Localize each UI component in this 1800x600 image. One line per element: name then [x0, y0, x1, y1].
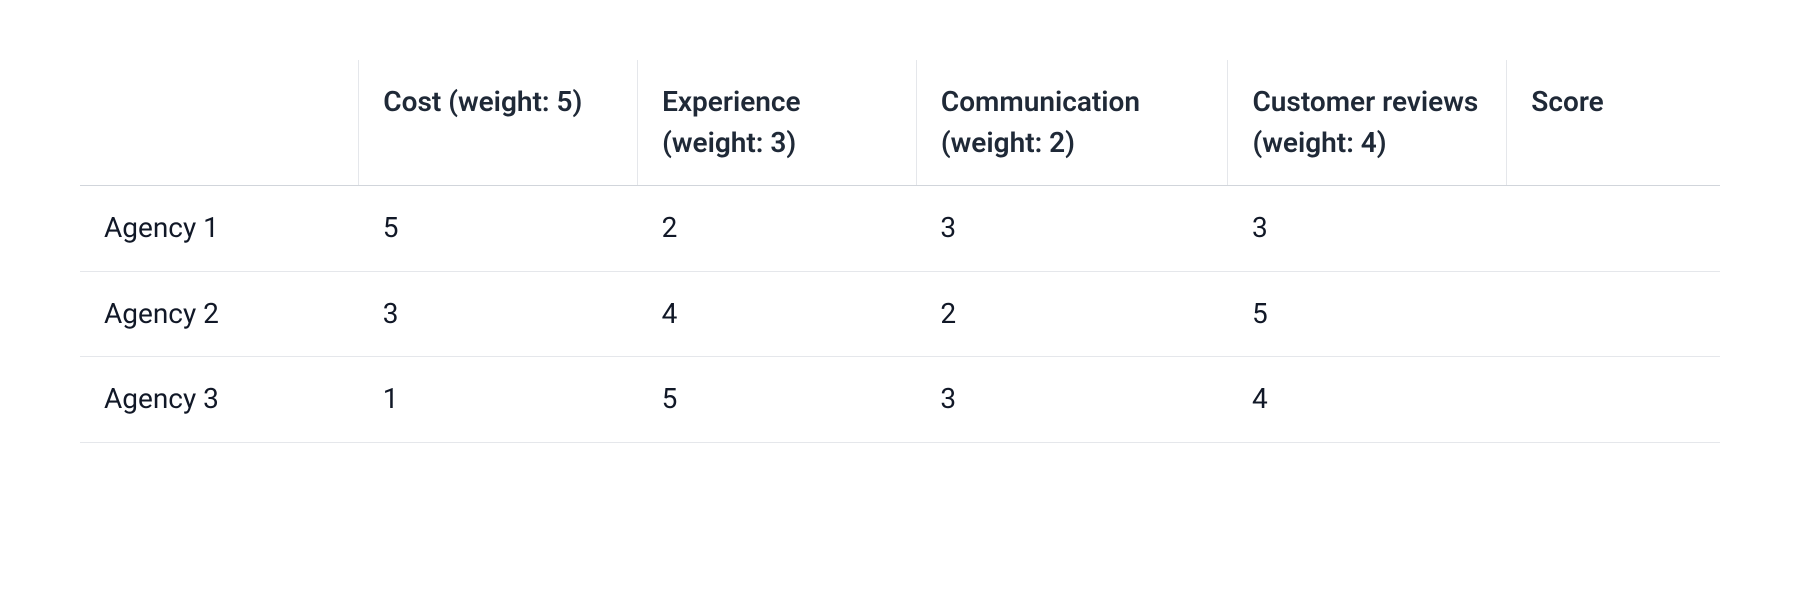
row-label: Agency 3 — [80, 357, 359, 443]
cell-cost: 1 — [359, 357, 638, 443]
cell-score — [1507, 357, 1720, 443]
header-communication: Communication (weight: 2) — [916, 60, 1228, 186]
cell-cost: 3 — [359, 271, 638, 357]
cell-reviews: 4 — [1228, 357, 1507, 443]
cell-communication: 3 — [916, 357, 1228, 443]
cell-communication: 3 — [916, 186, 1228, 272]
comparison-table: Cost (weight: 5) Experience (weight: 3) … — [80, 60, 1720, 443]
row-label: Agency 1 — [80, 186, 359, 272]
header-experience: Experience (weight: 3) — [638, 60, 917, 186]
cell-reviews: 3 — [1228, 186, 1507, 272]
table-header-row: Cost (weight: 5) Experience (weight: 3) … — [80, 60, 1720, 186]
table-row: Agency 2 3 4 2 5 — [80, 271, 1720, 357]
table-row: Agency 1 5 2 3 3 — [80, 186, 1720, 272]
header-reviews: Customer reviews (weight: 4) — [1228, 60, 1507, 186]
cell-experience: 5 — [638, 357, 917, 443]
header-score: Score — [1507, 60, 1720, 186]
cell-cost: 5 — [359, 186, 638, 272]
header-empty — [80, 60, 359, 186]
cell-score — [1507, 186, 1720, 272]
header-cost: Cost (weight: 5) — [359, 60, 638, 186]
cell-communication: 2 — [916, 271, 1228, 357]
cell-score — [1507, 271, 1720, 357]
cell-experience: 2 — [638, 186, 917, 272]
table-row: Agency 3 1 5 3 4 — [80, 357, 1720, 443]
cell-reviews: 5 — [1228, 271, 1507, 357]
cell-experience: 4 — [638, 271, 917, 357]
row-label: Agency 2 — [80, 271, 359, 357]
table-container: Cost (weight: 5) Experience (weight: 3) … — [0, 0, 1800, 503]
